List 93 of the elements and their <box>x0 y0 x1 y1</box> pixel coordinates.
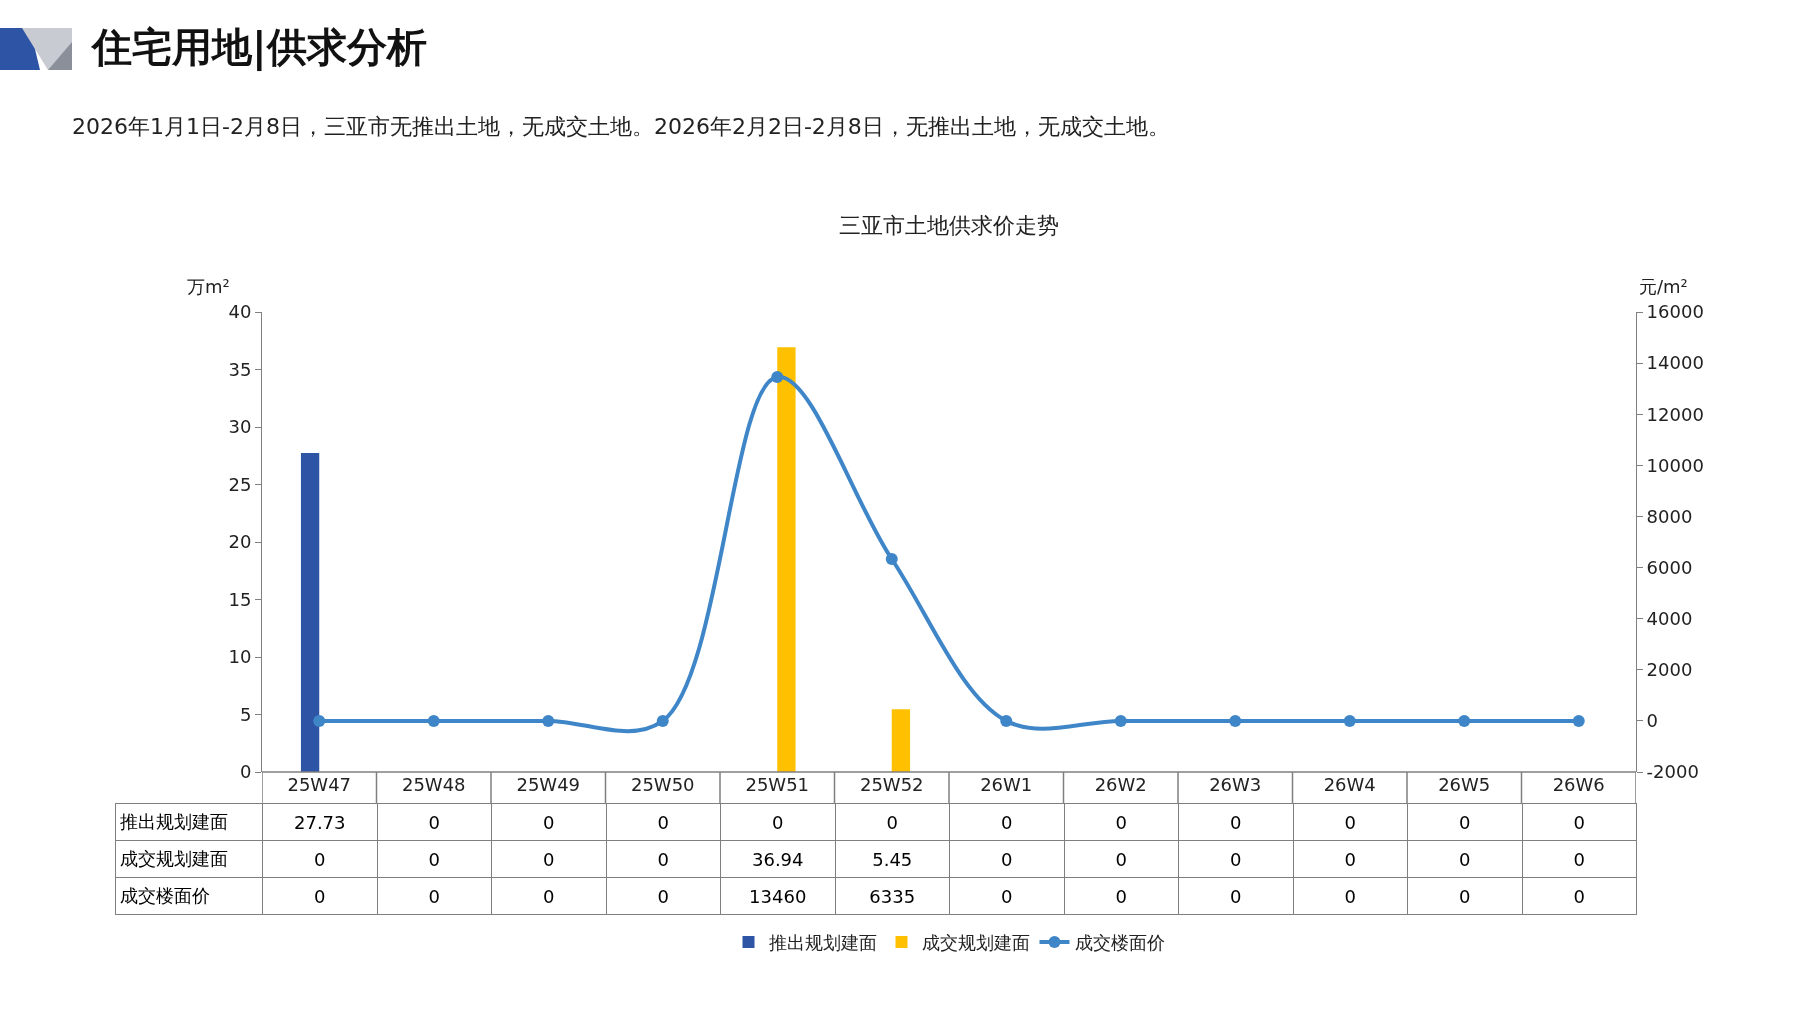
point <box>1458 714 1471 727</box>
x-tick-label: 26W6 <box>1552 774 1605 795</box>
data-label: 0 <box>606 877 721 915</box>
point <box>885 552 898 565</box>
text: 成交规划建面 <box>120 848 228 869</box>
data-label: 0 <box>491 840 606 878</box>
bar <box>300 453 320 772</box>
data-label: 0 <box>1178 840 1293 878</box>
point <box>313 714 326 727</box>
data-label: 0 <box>1064 877 1179 915</box>
y2-tick-label: 12000 <box>1646 403 1704 425</box>
data-label: 0 <box>377 803 492 841</box>
y2-tick-label: -2000 <box>1646 761 1699 783</box>
y-tick-label: 5 <box>239 703 252 725</box>
text: 成交楼面价 <box>120 885 210 906</box>
data-label: 0 <box>262 877 377 915</box>
data-label: 0 <box>1293 877 1408 915</box>
data-label: 0 <box>1522 840 1637 878</box>
chart-title: 三亚市土地供求价走势 <box>839 213 1059 238</box>
data-label: 0 <box>377 840 492 878</box>
data-label: 0 <box>1522 877 1637 915</box>
x-tick-label: 25W47 <box>287 774 352 795</box>
bar <box>777 347 796 772</box>
data-label: 0 <box>949 840 1064 878</box>
point <box>1000 714 1013 727</box>
data-label: 0 <box>491 877 606 915</box>
text: 2026年1月1日-2月8日，三亚市无推出土地，无成交土地。2026年2月2日-2月8日，无推出土地，无成交土地。 <box>72 113 1170 141</box>
y-tick-label: 40 <box>228 301 252 323</box>
data-label: 0 <box>1407 877 1522 915</box>
y2-tick-label: 14000 <box>1646 352 1704 374</box>
legend-label: 推出规划建面 <box>768 932 877 954</box>
data-label: 36.94 <box>720 840 835 878</box>
data-label: 0 <box>835 803 950 841</box>
data-label: 0 <box>606 803 721 841</box>
y2-tick-label: 16000 <box>1646 301 1704 323</box>
y2-tick-label: 10000 <box>1646 454 1704 476</box>
x-tick-label: 25W52 <box>859 774 924 795</box>
data-label: 5.45 <box>835 840 950 878</box>
bar <box>891 709 911 772</box>
x-tick-label: 26W4 <box>1323 774 1376 795</box>
y-tick-label: 35 <box>228 358 252 380</box>
legend-label: 成交楼面价 <box>1074 932 1165 954</box>
data-label: 0 <box>1522 803 1637 841</box>
data-label: 0 <box>1178 877 1293 915</box>
data-label: 0 <box>1178 803 1293 841</box>
data-label: 0 <box>1293 803 1408 841</box>
y-tick-label: 25 <box>228 473 252 495</box>
x-tick-label: 26W3 <box>1209 774 1262 795</box>
point <box>1229 714 1242 727</box>
legend-label: 成交规划建面 <box>921 932 1030 954</box>
y-tick-label: 30 <box>228 416 252 438</box>
point <box>1572 714 1585 727</box>
point <box>1343 714 1356 727</box>
data-label: 0 <box>377 877 492 915</box>
x-tick-label: 26W1 <box>980 774 1033 795</box>
data-label: 0 <box>949 803 1064 841</box>
y2-tick-label: 0 <box>1646 710 1659 732</box>
data-label: 0 <box>606 840 721 878</box>
text: 住宅用地|供求分析 <box>92 23 427 73</box>
data-label: 27.73 <box>262 803 377 841</box>
point <box>656 714 669 727</box>
data-label: 0 <box>262 840 377 878</box>
data-label: 0 <box>1064 840 1179 878</box>
point <box>771 370 784 383</box>
data-label: 0 <box>491 803 606 841</box>
x-tick-label: 26W2 <box>1094 774 1147 795</box>
y2-tick-label: 2000 <box>1646 659 1693 681</box>
x-tick-label: 25W48 <box>401 774 466 795</box>
data-label: 0 <box>1407 803 1522 841</box>
y-tick-label: 15 <box>228 588 252 610</box>
data-label: 0 <box>1293 840 1408 878</box>
x-tick-label: 25W50 <box>630 774 695 795</box>
y-axis-title: 万m² <box>187 276 230 297</box>
x-tick-label: 26W5 <box>1438 774 1491 795</box>
x-tick-label: 25W49 <box>516 774 581 795</box>
point <box>1114 714 1127 727</box>
point <box>427 714 440 727</box>
data-label: 0 <box>949 877 1064 915</box>
text: 推出规划建面 <box>120 811 228 832</box>
y-tick-label: 20 <box>228 531 252 553</box>
y2-tick-label: 6000 <box>1646 556 1693 578</box>
x-tick-label: 25W51 <box>745 774 810 795</box>
data-label: 6335 <box>835 877 950 915</box>
data-label: 0 <box>1407 840 1522 878</box>
point <box>542 714 555 727</box>
data-label: 13460 <box>720 877 835 915</box>
data-label: 0 <box>720 803 835 841</box>
y2-tick-label: 8000 <box>1646 505 1693 527</box>
y2-axis-title: 元/m² <box>1639 276 1688 297</box>
y2-tick-label: 4000 <box>1646 607 1693 629</box>
y-tick-label: 10 <box>228 646 252 668</box>
y-tick-label: 0 <box>239 761 252 783</box>
data-label: 0 <box>1064 803 1179 841</box>
